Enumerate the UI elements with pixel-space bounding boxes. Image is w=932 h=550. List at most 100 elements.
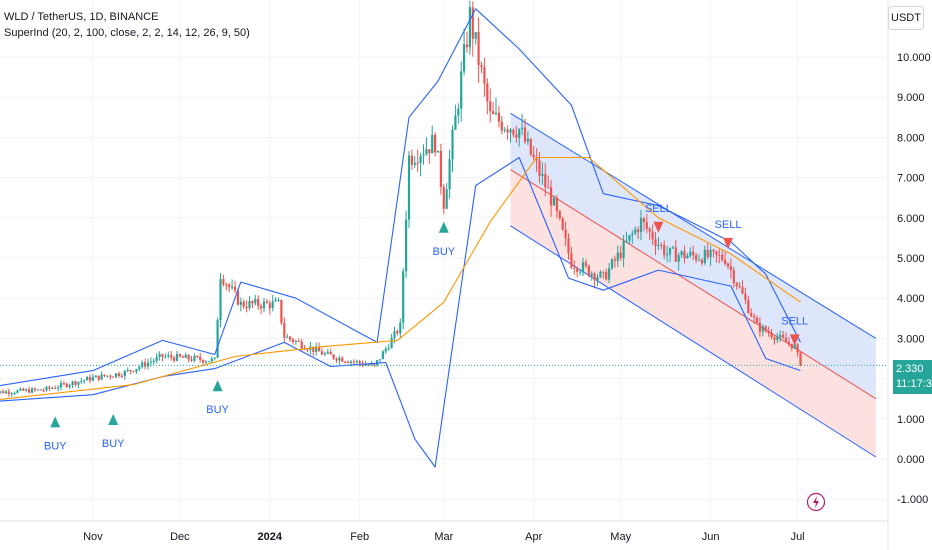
candle-body [448, 159, 451, 190]
candle-body [584, 262, 587, 266]
candle-body [152, 360, 155, 362]
candle-body [457, 108, 460, 116]
candle-body [54, 387, 57, 389]
buy-signal-label: BUY [44, 440, 67, 452]
candle-body [265, 301, 268, 304]
last-price-tag: 2.330 11:17:34 [893, 360, 932, 394]
candle-body [294, 340, 297, 342]
candle-body [692, 251, 695, 256]
candle-body [663, 244, 666, 256]
candle-body [558, 211, 561, 219]
candle-body [761, 326, 764, 332]
candle-body [236, 290, 239, 305]
candle-body [500, 121, 503, 131]
x-tick-label: May [610, 531, 631, 543]
candle-body [796, 344, 799, 353]
candle-body [587, 265, 590, 276]
candle-body [355, 361, 358, 363]
last-price-value: 2.330 [896, 363, 924, 375]
candle-body [204, 361, 208, 363]
candle-body [344, 361, 347, 363]
candle-body [431, 134, 434, 154]
candle-body [413, 162, 416, 165]
candle-body [434, 134, 437, 153]
candle-body [193, 356, 196, 361]
candle-body [57, 387, 60, 389]
candle-body [523, 127, 527, 142]
candle-body [187, 354, 190, 360]
candle-body [10, 393, 13, 395]
candle-body [297, 340, 300, 342]
candle-body [581, 262, 585, 272]
candle-body [732, 270, 735, 284]
candle-body [468, 7, 471, 48]
indicator-label: SuperInd (20, 2, 100, close, 2, 2, 14, 1… [4, 27, 250, 39]
candle-body [718, 254, 721, 256]
candle-body [642, 218, 645, 223]
candle-body [628, 235, 631, 241]
candle-body [30, 388, 34, 393]
candle-body [239, 301, 242, 305]
candle-body [564, 229, 567, 239]
y-tick-label: 0.000 [897, 454, 925, 466]
candle-body [312, 346, 315, 352]
candle-body [94, 375, 97, 378]
candle-body [410, 155, 413, 165]
lightning-alert-icon[interactable] [806, 492, 826, 512]
candle-body [515, 134, 518, 138]
buy-signal-marker [438, 221, 449, 233]
candle-body [419, 155, 422, 164]
candle-body [91, 377, 94, 381]
candle-body [106, 375, 109, 377]
candle-body [755, 317, 759, 323]
candle-body [123, 371, 126, 377]
candle-body [320, 351, 324, 355]
candle-body [370, 363, 373, 366]
candle-body [489, 101, 492, 112]
candle-body [526, 138, 529, 142]
y-tick-label: 1.000 [897, 414, 925, 426]
candle-body [645, 222, 648, 229]
candle-body [88, 377, 92, 381]
x-tick-label: 2024 [258, 531, 283, 543]
candle-body [129, 369, 132, 371]
candle-body [486, 83, 489, 102]
x-tick-label: Feb [350, 531, 369, 543]
candle-body [715, 251, 718, 255]
candle-body [164, 356, 167, 358]
candle-body [561, 218, 564, 230]
candle-body [97, 375, 100, 380]
candle-body [242, 301, 245, 307]
candle-body [161, 354, 164, 357]
candle-body [721, 254, 724, 260]
candle-body [378, 359, 382, 361]
candle-body [674, 247, 677, 262]
candle-body [753, 316, 756, 318]
indicator-lines [0, 8, 801, 468]
candle-body [639, 218, 643, 233]
candle-body [532, 154, 535, 158]
currency-unit-button[interactable]: USDT [888, 6, 924, 30]
candle-body [555, 198, 558, 212]
candle-body [657, 244, 660, 247]
price-axis: 10.000 9.000 8.000 7.000 6.000 5.000 4.000 3.00… [897, 52, 931, 506]
candle-body [199, 356, 202, 360]
candle-body [599, 271, 602, 278]
candle-body [326, 351, 329, 354]
candle-body [277, 299, 280, 301]
candle-body [300, 341, 303, 349]
candle-body [117, 373, 121, 376]
candle-body [709, 249, 712, 258]
candle-body [86, 377, 89, 381]
buy-signal-label: BUY [102, 438, 125, 450]
candle-body [492, 111, 495, 114]
x-tick-label: Apr [525, 531, 542, 543]
candle-body [306, 349, 309, 351]
y-tick-label: 3.000 [897, 333, 925, 345]
candle-body [149, 361, 152, 363]
candle-body [622, 241, 625, 259]
candle-body [497, 112, 500, 122]
candle-body [251, 300, 254, 304]
candle-body [776, 337, 779, 340]
